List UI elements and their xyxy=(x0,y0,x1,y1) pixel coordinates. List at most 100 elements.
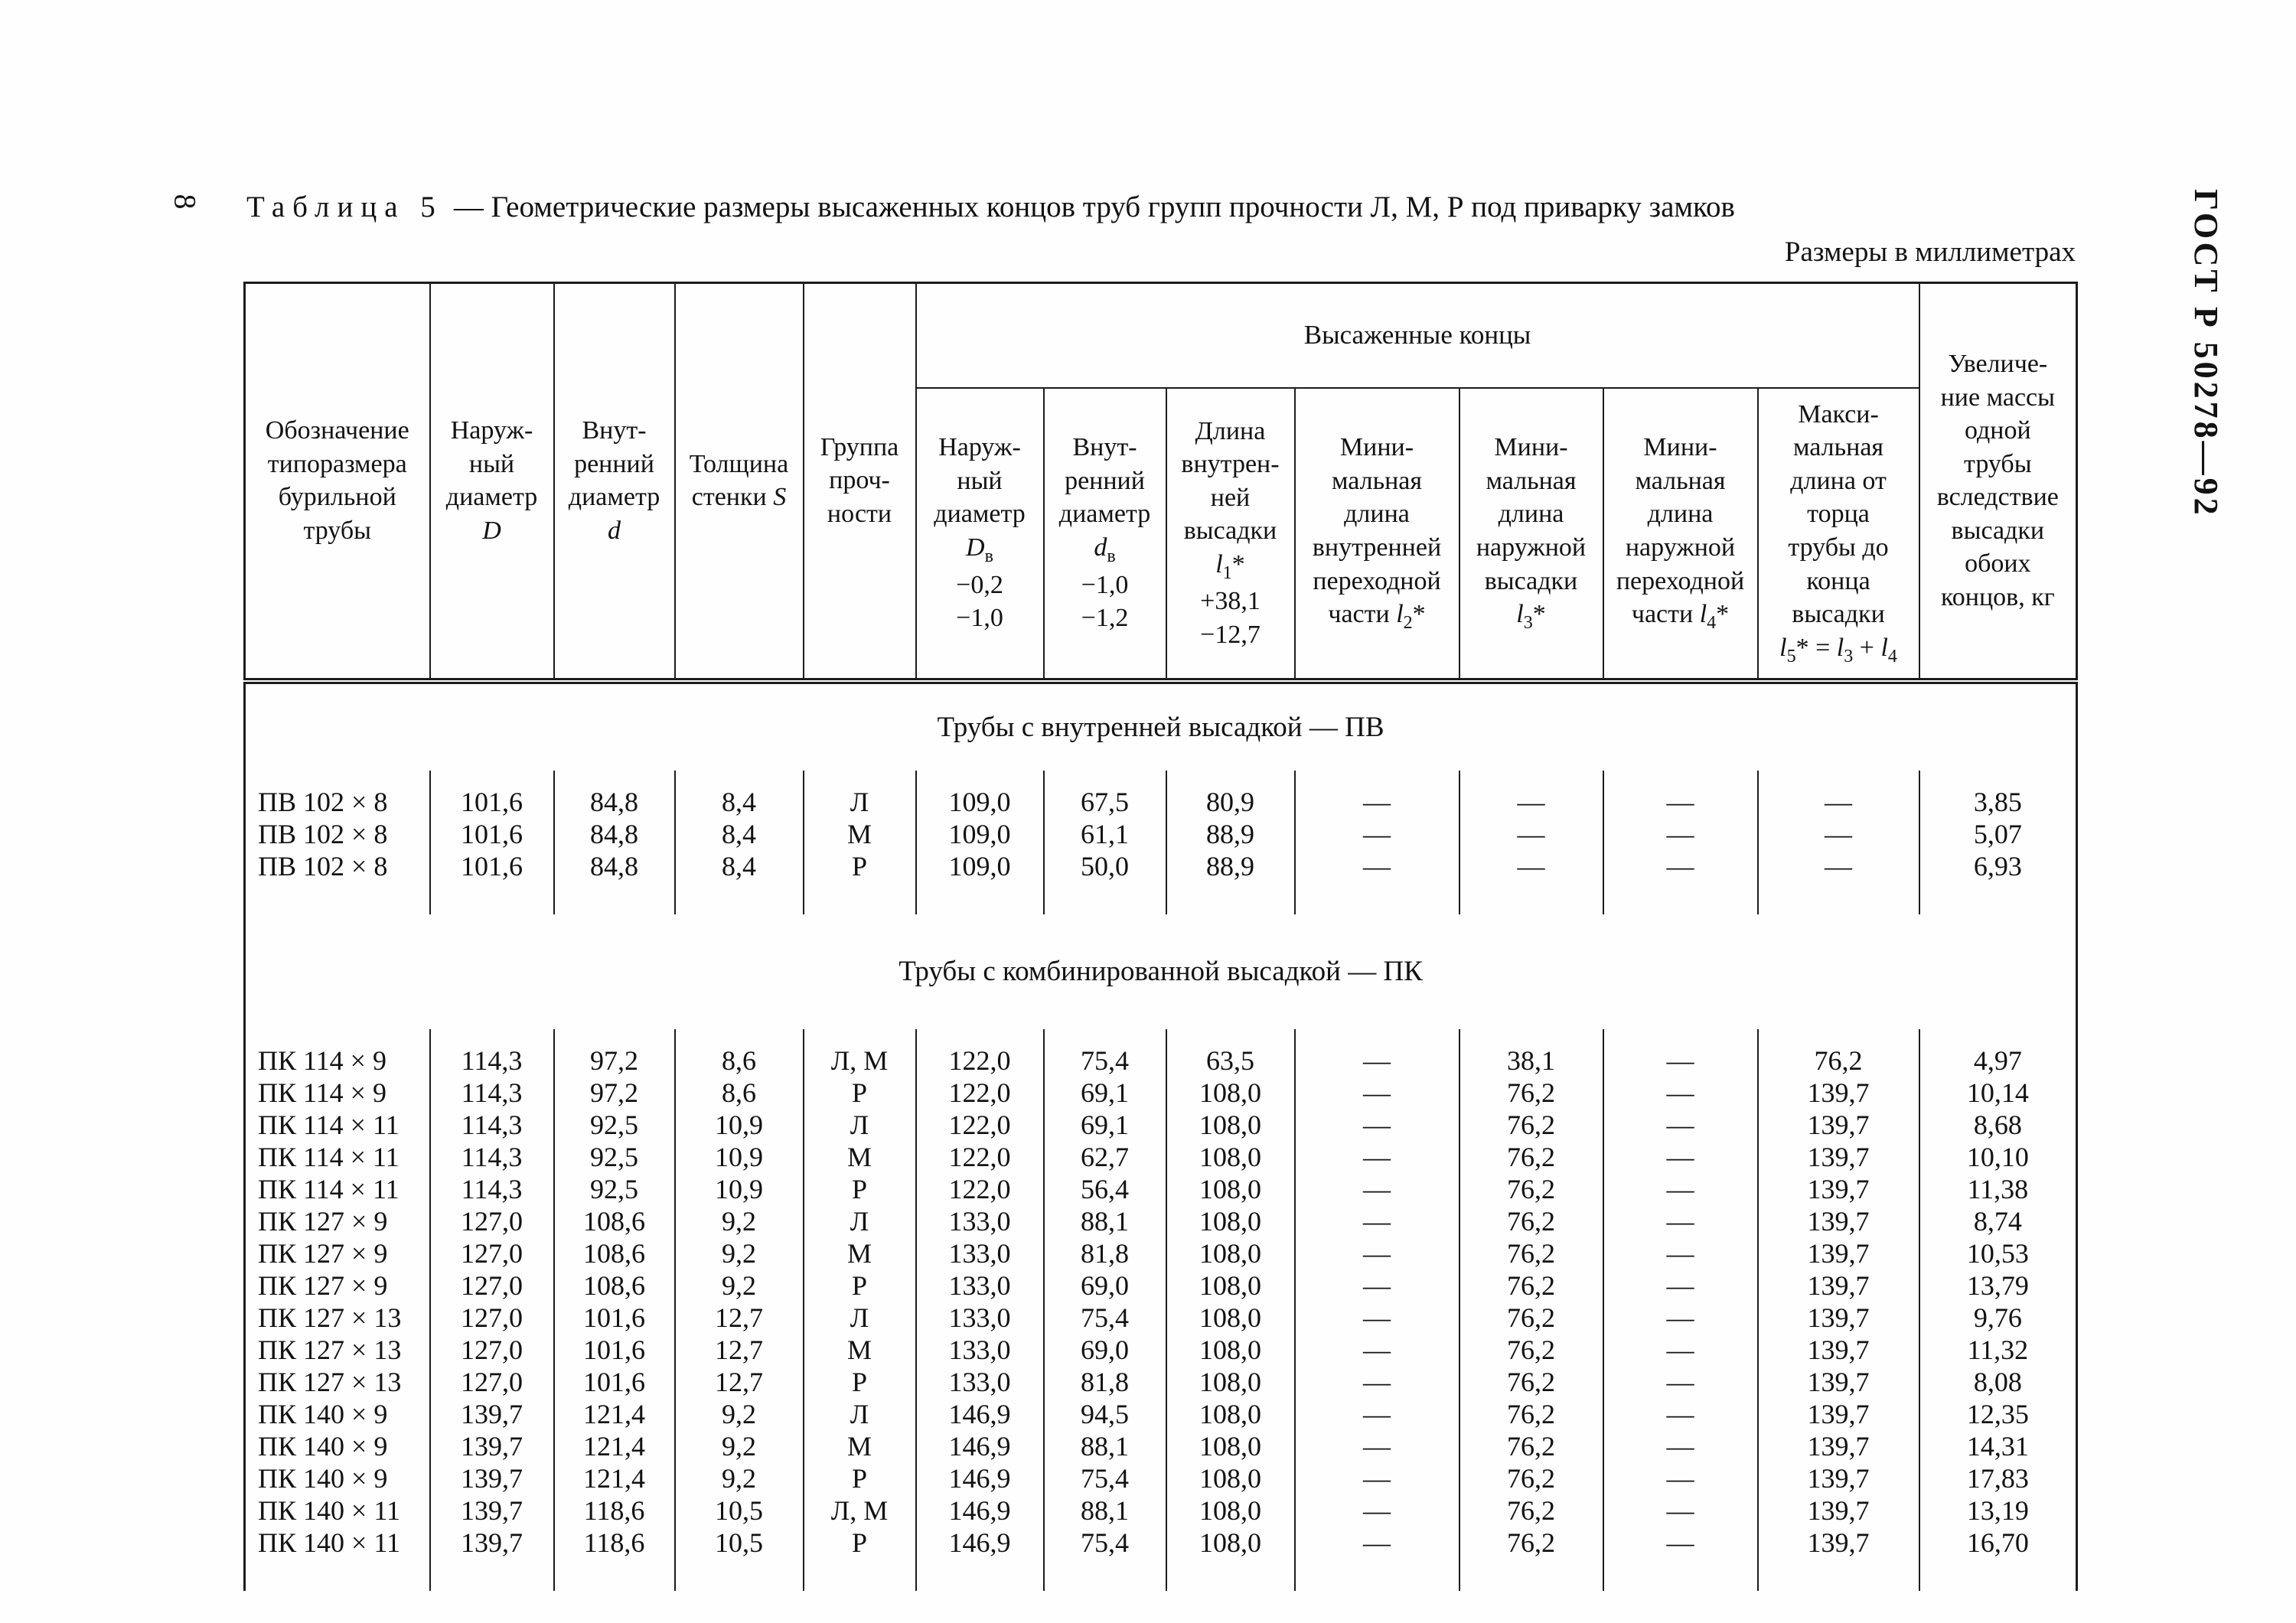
value-cell: 101,6 xyxy=(553,1333,676,1366)
page-title: Таблица 5 — Геометрические размеры высаже… xyxy=(246,190,1735,224)
value-cell: 50,0 xyxy=(1042,849,1167,914)
value-cell: 139,7 xyxy=(1756,1365,1920,1398)
table-row: ПК 127 × 13 127,0 101,6 12,7 Л 133,0 75,4 108,0… xyxy=(243,1301,2078,1334)
value-cell: 114,3 xyxy=(429,1172,555,1205)
value-cell: — xyxy=(1293,1526,1460,1591)
value-cell: — xyxy=(1602,1301,1759,1334)
value-cell: 76,2 xyxy=(1458,1204,1604,1237)
value-cell: 122,0 xyxy=(915,1108,1045,1141)
value-cell: 146,9 xyxy=(915,1526,1045,1591)
value-cell: 146,9 xyxy=(915,1462,1045,1494)
value-cell: 109,0 xyxy=(915,817,1045,850)
value-cell: 8,4 xyxy=(673,849,804,914)
value-cell: — xyxy=(1293,770,1460,818)
value-cell: 97,2 xyxy=(553,1028,676,1077)
table-row: ПК 140 × 9 139,7 121,4 9,2 М 146,9 88,1 108,0—7… xyxy=(243,1429,2078,1462)
value-cell: 118,6 xyxy=(553,1494,676,1527)
value-cell: 69,1 xyxy=(1042,1108,1167,1141)
value-cell: 101,6 xyxy=(553,1301,676,1334)
value-cell: 9,2 xyxy=(673,1462,804,1494)
value-cell: Р xyxy=(802,1076,917,1109)
table-row: ПК 114 × 9 114,3 97,2 8,6 Р 122,0 69,1 108,0—76… xyxy=(243,1076,2078,1109)
pipe-designation-cell: ПК 140 × 9 xyxy=(243,1397,431,1430)
value-cell: — xyxy=(1602,1140,1759,1173)
dimensions-table: Обозначение типоразмера бурильной трубы Нар… xyxy=(243,282,2079,1591)
value-cell: 10,9 xyxy=(673,1140,804,1173)
value-cell: 108,0 xyxy=(1165,1172,1296,1205)
table-row: ПК 114 × 9 114,3 97,2 8,6 Л, М 122,0 75,4 63,5—… xyxy=(243,1028,2078,1077)
value-cell: 118,6 xyxy=(553,1526,676,1591)
value-cell: 122,0 xyxy=(915,1028,1045,1077)
value-cell: 8,4 xyxy=(673,817,804,850)
value-cell: 88,9 xyxy=(1165,817,1296,850)
table-row: ПК 127 × 9 127,0 108,6 9,2 М 133,0 81,8 108,0—7… xyxy=(243,1237,2078,1269)
value-cell: 67,5 xyxy=(1042,770,1167,818)
value-cell: 114,3 xyxy=(429,1108,555,1141)
value-cell: — xyxy=(1602,1365,1759,1398)
pipe-designation-cell: ПК 114 × 11 xyxy=(243,1108,431,1141)
value-cell: 139,7 xyxy=(1756,1462,1920,1494)
value-cell: 108,0 xyxy=(1165,1365,1296,1398)
value-cell: 133,0 xyxy=(915,1237,1045,1269)
value-cell: 139,7 xyxy=(1756,1429,1920,1462)
value-cell: Л xyxy=(802,1108,917,1141)
header-upset-inner-diameter: Внут-ренний диаметр dв −1,0 −1,2 xyxy=(1042,386,1167,684)
value-cell: 75,4 xyxy=(1042,1301,1167,1334)
value-cell: 133,0 xyxy=(915,1269,1045,1302)
value-cell: 101,6 xyxy=(553,1365,676,1398)
value-cell: — xyxy=(1293,1269,1460,1302)
value-cell: 84,8 xyxy=(553,817,676,850)
value-cell: 92,5 xyxy=(553,1108,676,1141)
value-cell: 114,3 xyxy=(429,1028,555,1077)
value-cell: 139,7 xyxy=(1756,1172,1920,1205)
value-cell: 146,9 xyxy=(915,1429,1045,1462)
value-cell: 80,9 xyxy=(1165,770,1296,818)
value-cell: 108,0 xyxy=(1165,1108,1296,1141)
value-cell: — xyxy=(1293,1462,1460,1494)
value-cell: 75,4 xyxy=(1042,1462,1167,1494)
pipe-designation-cell: ПК 114 × 9 xyxy=(243,1028,431,1077)
value-cell: 108,0 xyxy=(1165,1494,1296,1527)
doc-code-vertical: ГОСТ Р 50278—92 xyxy=(2187,189,2225,518)
value-cell: 38,1 xyxy=(1458,1028,1604,1077)
value-cell: 76,2 xyxy=(1458,1365,1604,1398)
value-cell: 8,6 xyxy=(673,1028,804,1077)
section-row: Трубы с комбинированной высадкой — ПК xyxy=(245,914,2077,1029)
table-label: Таблица 5 xyxy=(246,191,443,223)
value-cell: Р xyxy=(802,1269,917,1302)
value-cell: 108,0 xyxy=(1165,1237,1296,1269)
pipe-designation-cell: ПВ 102 × 8 xyxy=(243,770,431,818)
value-cell: — xyxy=(1602,1333,1759,1366)
value-cell: — xyxy=(1293,1028,1460,1077)
value-cell: — xyxy=(1293,1365,1460,1398)
value-cell: 122,0 xyxy=(915,1172,1045,1205)
value-cell: 108,0 xyxy=(1165,1429,1296,1462)
section-title: Трубы с внутренней высадкой — ПВ xyxy=(937,711,1384,743)
value-cell: 109,0 xyxy=(915,770,1045,818)
value-cell: 8,4 xyxy=(673,770,804,818)
value-cell: 17,83 xyxy=(1918,1462,2078,1494)
section-row: Трубы с внутренней высадкой — ПВ xyxy=(245,681,2077,771)
value-cell: 146,9 xyxy=(915,1397,1045,1430)
table-row: ПК 140 × 11 139,7 118,6 10,5 Л, М 146,9 88,1 10… xyxy=(243,1494,2078,1527)
value-cell: 108,0 xyxy=(1165,1397,1296,1430)
value-cell: 101,6 xyxy=(429,770,555,818)
value-cell: 88,1 xyxy=(1042,1204,1167,1237)
value-cell: 108,0 xyxy=(1165,1204,1296,1237)
value-cell: — xyxy=(1293,1204,1460,1237)
value-cell: 69,1 xyxy=(1042,1076,1167,1109)
value-cell: 8,08 xyxy=(1918,1365,2078,1398)
value-cell: 109,0 xyxy=(915,849,1045,914)
value-cell: 139,7 xyxy=(1756,1204,1920,1237)
value-cell: 92,5 xyxy=(553,1172,676,1205)
value-cell: — xyxy=(1602,1526,1759,1591)
table-row: ПК 127 × 13 127,0 101,6 12,7 Р 133,0 81,8 108,0… xyxy=(243,1365,2078,1398)
pipe-designation-cell: ПК 127 × 13 xyxy=(243,1301,431,1334)
value-cell: 10,10 xyxy=(1918,1140,2078,1173)
value-cell: — xyxy=(1602,817,1759,850)
value-cell: 76,2 xyxy=(1458,1108,1604,1141)
pipe-designation-cell: ПК 140 × 11 xyxy=(243,1494,431,1527)
value-cell: 139,7 xyxy=(1756,1108,1920,1141)
value-cell: М xyxy=(802,817,917,850)
value-cell: 12,7 xyxy=(673,1333,804,1366)
